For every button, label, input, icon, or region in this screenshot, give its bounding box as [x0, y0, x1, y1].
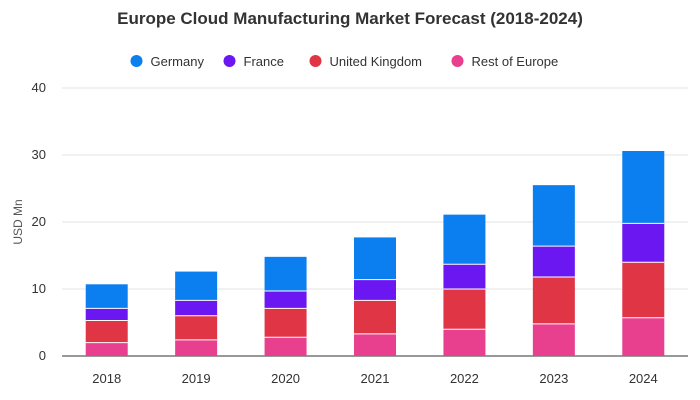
bar-segment-united-kingdom	[532, 276, 575, 324]
x-axis: 2018 2019 2020 2021 2022 2023 2024	[92, 371, 657, 386]
bar-segment-france	[175, 300, 218, 316]
bar-segment-rest-of-europe	[85, 342, 128, 356]
bar-segment-germany	[622, 150, 665, 224]
bar-segment-rest-of-europe	[354, 333, 396, 356]
legend-label: Rest of Europe	[472, 54, 559, 69]
bar-segment-united-kingdom	[175, 315, 218, 340]
legend-item-united-kingdom[interactable]: United Kingdom	[309, 54, 423, 69]
x-tick-label: 2021	[361, 371, 390, 386]
bar-segment-france	[443, 264, 486, 289]
legend-item-rest-of-europe[interactable]: Rest of Europe	[451, 54, 559, 69]
bar-segment-france	[264, 291, 307, 309]
y-tick-label: 10	[32, 281, 46, 296]
legend-label: United Kingdom	[330, 54, 423, 69]
bar-stack	[532, 185, 575, 356]
legend-swatch	[223, 55, 236, 67]
bar-segment-germany	[354, 237, 396, 280]
bar-segment-france	[622, 223, 665, 263]
bar-segment-germany	[264, 256, 307, 292]
legend-label: France	[244, 54, 284, 69]
legend-label: Germany	[151, 54, 205, 69]
bar-segment-rest-of-europe	[175, 339, 218, 356]
bar-segment-united-kingdom	[354, 300, 396, 334]
bar-stack	[85, 284, 128, 356]
bar-segment-rest-of-europe	[443, 329, 486, 356]
x-tick-label: 2020	[271, 371, 300, 386]
legend-swatch	[451, 55, 464, 67]
bar-segment-united-kingdom	[85, 320, 128, 343]
bar-segment-united-kingdom	[622, 262, 665, 318]
bar-stack	[175, 271, 218, 356]
bar-segment-united-kingdom	[264, 308, 307, 338]
bar-stack	[622, 150, 665, 356]
y-axis-label: USD Mn	[11, 199, 25, 244]
y-tick-label: 30	[32, 147, 46, 162]
bar-segment-france	[354, 279, 396, 301]
bar-stack	[354, 237, 396, 356]
legend-swatch	[130, 55, 143, 67]
x-tick-label: 2019	[182, 371, 211, 386]
bar-stack	[264, 256, 307, 356]
bar-segment-rest-of-europe	[264, 337, 307, 356]
bar-segment-united-kingdom	[443, 289, 486, 330]
legend-swatch	[309, 55, 322, 67]
bar-segment-germany	[85, 284, 128, 309]
bar-segment-france	[85, 308, 128, 321]
bar-stack	[443, 214, 486, 356]
x-tick-label: 2024	[629, 371, 658, 386]
bar-segment-germany	[532, 185, 575, 247]
y-axis: 0 10 20 30 40	[32, 80, 46, 363]
bar-segment-germany	[443, 214, 486, 265]
chart-title: Europe Cloud Manufacturing Market Foreca…	[117, 9, 583, 28]
legend-item-france[interactable]: France	[223, 54, 284, 69]
bar-segment-rest-of-europe	[622, 317, 665, 356]
x-tick-label: 2022	[450, 371, 479, 386]
y-tick-label: 0	[39, 348, 46, 363]
gridlines	[62, 87, 688, 357]
legend: Germany France United Kingdom Rest of Europ…	[130, 54, 559, 69]
bar-segment-rest-of-europe	[532, 323, 575, 356]
legend-item-germany[interactable]: Germany	[130, 54, 205, 69]
x-tick-label: 2023	[539, 371, 568, 386]
bar-segment-germany	[175, 271, 218, 301]
bar-segment-france	[532, 246, 575, 277]
y-tick-label: 20	[32, 214, 46, 229]
bars	[85, 150, 665, 356]
x-tick-label: 2018	[92, 371, 121, 386]
y-tick-label: 40	[32, 80, 46, 95]
